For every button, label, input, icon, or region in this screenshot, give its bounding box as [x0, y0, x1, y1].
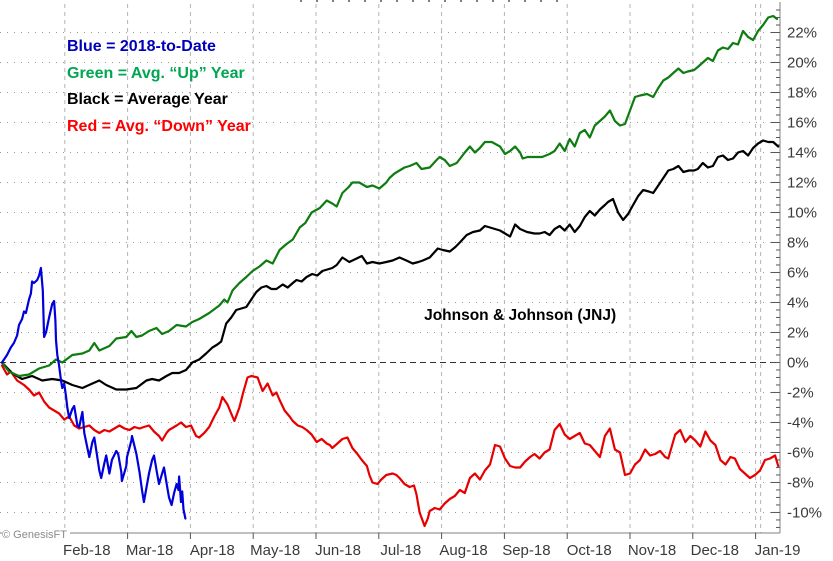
v-gridlines — [64, 4, 762, 533]
y-tick-label: 8% — [787, 234, 809, 251]
y-tick-label: -8% — [787, 474, 814, 491]
legend: Blue = 2018-to-Date Green = Avg. “Up” Ye… — [67, 34, 251, 140]
x-tick-label: Jun-18 — [315, 542, 361, 559]
x-ticks: Feb-18 Mar-18 Apr-18 May-18 Jun-18 Jul-18 Aug-… — [63, 533, 801, 559]
y-tick-label: -2% — [787, 384, 814, 401]
y-tick-label: -4% — [787, 414, 814, 431]
series-line-avg-down-year — [0, 364, 780, 528]
y-tick-label: 2% — [787, 324, 809, 341]
legend-item-red: Red = Avg. “Down” Year — [67, 117, 251, 135]
y-tick-label: 16% — [787, 114, 817, 131]
x-tick-label: Apr-18 — [190, 542, 235, 559]
y-tick-label: 18% — [787, 84, 817, 101]
y-tick-label: 12% — [787, 174, 817, 191]
y-ticks: 22% 20% 18% 16% 14% 12% 10% 8% 6% 4% 2% 0% -2% -4% -6%… — [771, 9, 822, 528]
ticker-annotation: Johnson & Johnson (JNJ) — [424, 306, 617, 324]
y-tick-label: 14% — [787, 144, 817, 161]
x-tick-label: Oct-18 — [567, 542, 612, 559]
x-tick-label: Sep-18 — [502, 542, 550, 559]
x-tick-label: Feb-18 — [63, 542, 111, 559]
y-tick-label: 22% — [787, 24, 817, 41]
y-tick-label: 20% — [787, 54, 817, 71]
legend-item-blue: Blue = 2018-to-Date — [67, 38, 216, 55]
y-tick-label: -6% — [787, 444, 814, 461]
x-tick-label: Jan-19 — [755, 542, 801, 559]
y-tick-label: 6% — [787, 264, 809, 281]
watermark-copyright: © GenesisFT — [2, 529, 70, 542]
x-tick-label: Dec-18 — [691, 542, 739, 559]
series-line-avg-up-year — [0, 14, 779, 378]
clipped-title-remnant — [300, 0, 570, 2]
y-tick-label: 0% — [787, 354, 809, 371]
y-tick-label: -10% — [787, 504, 822, 521]
x-tick-label: Jul-18 — [380, 542, 421, 559]
x-tick-label: Aug-18 — [439, 542, 487, 559]
x-tick-label: May-18 — [250, 542, 300, 559]
legend-item-green: Green = Avg. “Up” Year — [67, 64, 245, 82]
series-line-average-year — [0, 139, 780, 391]
series-line-2018-to-date — [0, 266, 187, 520]
legend-item-black: Black = Average Year — [67, 91, 228, 108]
x-tick-label: Nov-18 — [628, 542, 676, 559]
x-tick-label: Mar-18 — [126, 542, 174, 559]
y-tick-label: 10% — [787, 204, 817, 221]
y-tick-label: 4% — [787, 294, 809, 311]
